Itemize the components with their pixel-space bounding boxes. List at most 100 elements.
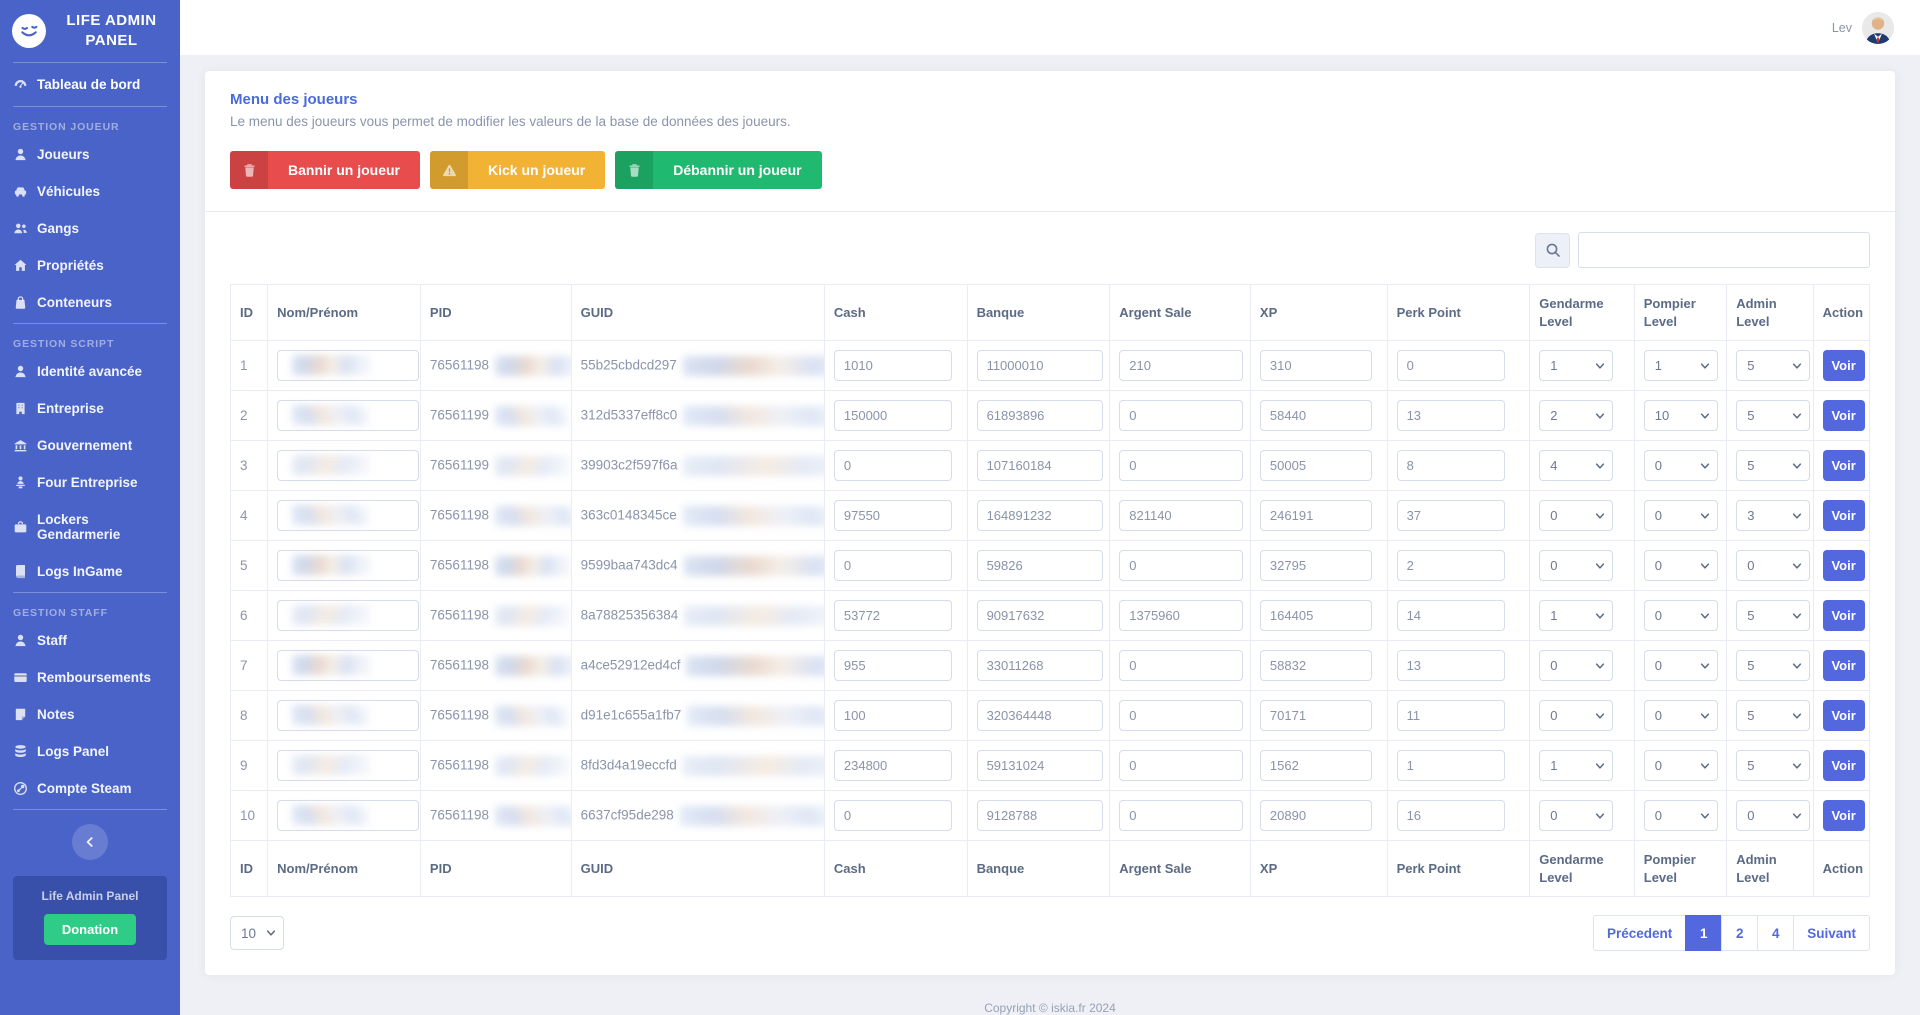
sidebar-item-logs-ingame[interactable]: Logs InGame: [0, 553, 180, 590]
search-button[interactable]: [1535, 232, 1570, 268]
argent-sale-input[interactable]: [1119, 350, 1244, 382]
banque-input[interactable]: [976, 800, 1103, 832]
sidebar-item-compte-steam[interactable]: Compte Steam: [0, 770, 180, 807]
gendarme-level-select[interactable]: 4: [1539, 450, 1614, 482]
unban-player-button[interactable]: Débannir un joueur: [615, 151, 822, 189]
perk-point-input[interactable]: [1396, 600, 1505, 632]
name-input[interactable]: [277, 700, 420, 732]
cash-input[interactable]: [833, 450, 952, 482]
sidebar-item-four-entreprise[interactable]: Four Entreprise: [0, 464, 180, 501]
voir-button[interactable]: Voir: [1822, 350, 1865, 382]
banque-input[interactable]: [976, 450, 1103, 482]
donation-button[interactable]: Donation: [43, 914, 137, 945]
perk-point-input[interactable]: [1396, 350, 1505, 382]
gendarme-level-select[interactable]: 0: [1539, 500, 1614, 532]
name-input[interactable]: [277, 600, 420, 632]
sidebar-item-identite-avancee[interactable]: Identité avancée: [0, 353, 180, 390]
sidebar-item-lockers-gendarmerie[interactable]: Lockers Gendarmerie: [0, 501, 180, 553]
cash-input[interactable]: [833, 700, 952, 732]
banque-input[interactable]: [976, 700, 1103, 732]
pompier-level-select[interactable]: 0: [1643, 550, 1718, 582]
perk-point-input[interactable]: [1396, 400, 1505, 432]
pompier-level-select[interactable]: 0: [1643, 700, 1718, 732]
perk-point-input[interactable]: [1396, 500, 1505, 532]
voir-button[interactable]: Voir: [1822, 650, 1865, 682]
pagination-prev-button[interactable]: Précedent: [1592, 915, 1687, 952]
cash-input[interactable]: [833, 500, 952, 532]
ban-player-button[interactable]: Bannir un joueur: [230, 151, 420, 189]
pompier-level-select[interactable]: 0: [1643, 750, 1718, 782]
argent-sale-input[interactable]: [1119, 500, 1244, 532]
name-input[interactable]: [277, 350, 420, 382]
pompier-level-select[interactable]: 0: [1643, 800, 1718, 832]
xp-input[interactable]: [1259, 500, 1372, 532]
admin-level-select[interactable]: 5: [1736, 650, 1811, 682]
banque-input[interactable]: [976, 600, 1103, 632]
banque-input[interactable]: [976, 550, 1103, 582]
sidebar-item-entreprise[interactable]: Entreprise: [0, 390, 180, 427]
name-input[interactable]: [277, 800, 420, 832]
xp-input[interactable]: [1259, 700, 1372, 732]
sidebar-item-tableau-de-bord[interactable]: Tableau de bord: [0, 65, 180, 104]
argent-sale-input[interactable]: [1119, 650, 1244, 682]
name-input[interactable]: [277, 400, 420, 432]
admin-level-select[interactable]: 3: [1736, 500, 1811, 532]
admin-level-select[interactable]: 5: [1736, 700, 1811, 732]
cash-input[interactable]: [833, 550, 952, 582]
xp-input[interactable]: [1259, 400, 1372, 432]
admin-level-select[interactable]: 5: [1736, 600, 1811, 632]
pompier-level-select[interactable]: 1: [1643, 350, 1718, 382]
kick-player-button[interactable]: Kick un joueur: [430, 151, 606, 189]
sidebar-item-notes[interactable]: Notes: [0, 696, 180, 733]
sidebar-item-conteneurs[interactable]: Conteneurs: [0, 284, 180, 321]
admin-level-select[interactable]: 5: [1736, 450, 1811, 482]
pagination-page-button[interactable]: 4: [1757, 915, 1795, 952]
argent-sale-input[interactable]: [1119, 700, 1244, 732]
gendarme-level-select[interactable]: 0: [1539, 700, 1614, 732]
sidebar-collapse-button[interactable]: [72, 824, 108, 860]
pagination-next-button[interactable]: Suivant: [1793, 915, 1870, 952]
gendarme-level-select[interactable]: 0: [1539, 550, 1614, 582]
page-size-select[interactable]: 10: [230, 916, 284, 951]
pagination-page-button[interactable]: 2: [1721, 915, 1759, 952]
perk-point-input[interactable]: [1396, 700, 1505, 732]
name-input[interactable]: [277, 550, 420, 582]
perk-point-input[interactable]: [1396, 750, 1505, 782]
cash-input[interactable]: [833, 750, 952, 782]
admin-level-select[interactable]: 5: [1736, 350, 1811, 382]
argent-sale-input[interactable]: [1119, 450, 1244, 482]
banque-input[interactable]: [976, 400, 1103, 432]
voir-button[interactable]: Voir: [1822, 550, 1865, 582]
sidebar-item-gouvernement[interactable]: Gouvernement: [0, 427, 180, 464]
pompier-level-select[interactable]: 0: [1643, 500, 1718, 532]
pompier-level-select[interactable]: 0: [1643, 600, 1718, 632]
cash-input[interactable]: [833, 800, 952, 832]
voir-button[interactable]: Voir: [1822, 600, 1865, 632]
sidebar-item-logs-panel[interactable]: Logs Panel: [0, 733, 180, 770]
argent-sale-input[interactable]: [1119, 800, 1244, 832]
voir-button[interactable]: Voir: [1822, 800, 1865, 832]
sidebar-item-vehicules[interactable]: Véhicules: [0, 173, 180, 210]
cash-input[interactable]: [833, 600, 952, 632]
banque-input[interactable]: [976, 750, 1103, 782]
admin-level-select[interactable]: 5: [1736, 750, 1811, 782]
logo-row[interactable]: LIFE ADMIN PANEL: [0, 0, 180, 60]
voir-button[interactable]: Voir: [1822, 700, 1865, 732]
pompier-level-select[interactable]: 0: [1643, 450, 1718, 482]
name-input[interactable]: [277, 650, 420, 682]
banque-input[interactable]: [976, 500, 1103, 532]
pagination-page-button[interactable]: 1: [1685, 915, 1723, 952]
sidebar-item-joueurs[interactable]: Joueurs: [0, 136, 180, 173]
argent-sale-input[interactable]: [1119, 550, 1244, 582]
gendarme-level-select[interactable]: 0: [1539, 650, 1614, 682]
argent-sale-input[interactable]: [1119, 750, 1244, 782]
banque-input[interactable]: [976, 350, 1103, 382]
xp-input[interactable]: [1259, 600, 1372, 632]
gendarme-level-select[interactable]: 0: [1539, 800, 1614, 832]
perk-point-input[interactable]: [1396, 650, 1505, 682]
xp-input[interactable]: [1259, 800, 1372, 832]
voir-button[interactable]: Voir: [1822, 400, 1865, 432]
xp-input[interactable]: [1259, 550, 1372, 582]
avatar[interactable]: [1862, 11, 1894, 44]
xp-input[interactable]: [1259, 650, 1372, 682]
